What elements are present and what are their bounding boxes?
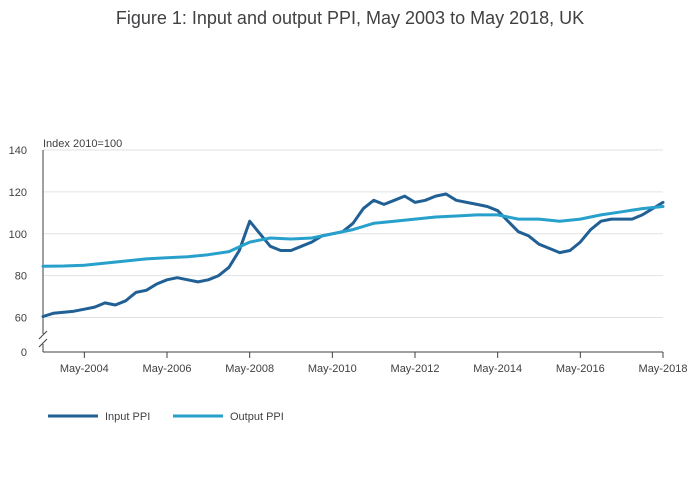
x-tick-label-4: May-2012	[391, 363, 440, 375]
x-tick-label-5: May-2014	[473, 363, 522, 375]
axis-break-mark-lower	[38, 338, 48, 348]
y-tick-label-120: 120	[9, 187, 27, 199]
y-tick-label-80: 80	[15, 271, 27, 283]
y-tick-label-60: 60	[15, 313, 27, 325]
axes: 0 60 80 100 120 140 May-2004 May-2006 May-2008 Ma…	[9, 145, 688, 375]
x-tick-label-3: May-2010	[308, 363, 357, 375]
legend-label-input-ppi: Input PPI	[105, 411, 150, 423]
gridlines	[43, 149, 663, 319]
series-line-input-ppi	[41, 192, 665, 318]
series-line-output-ppi	[41, 205, 665, 268]
legend: Input PPI Output PPI	[48, 411, 284, 423]
y-tick-label-100: 100	[9, 229, 27, 241]
y-axis-unit-label: Index 2010=100	[43, 138, 122, 150]
series-lines	[41, 192, 665, 318]
x-tick-label-1: May-2006	[143, 363, 192, 375]
axis-break-mark-upper	[38, 330, 48, 340]
x-tick-label-6: May-2016	[556, 363, 605, 375]
y-tick-label-0: 0	[21, 347, 27, 359]
chart-title: Figure 1: Input and output PPI, May 2003…	[116, 8, 584, 28]
legend-label-output-ppi: Output PPI	[230, 411, 284, 423]
x-tick-label-2: May-2008	[225, 363, 274, 375]
x-tick-label-0: May-2004	[60, 363, 109, 375]
x-tick-label-7: May-2018	[639, 363, 688, 375]
y-tick-label-140: 140	[9, 145, 27, 157]
